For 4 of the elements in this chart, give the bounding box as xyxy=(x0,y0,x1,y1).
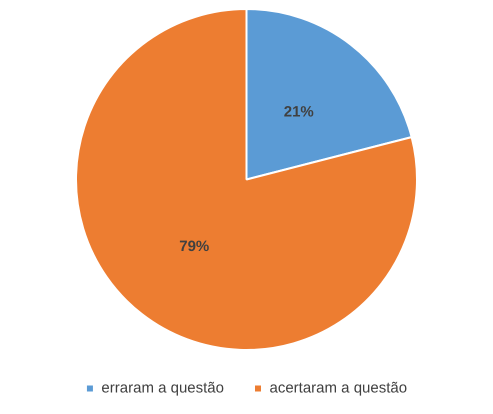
legend-label: acertaram a questão xyxy=(269,380,408,397)
data-label: 79% xyxy=(179,238,210,255)
data-label: 21% xyxy=(284,103,314,120)
legend-label: erraram a questão xyxy=(101,380,224,397)
